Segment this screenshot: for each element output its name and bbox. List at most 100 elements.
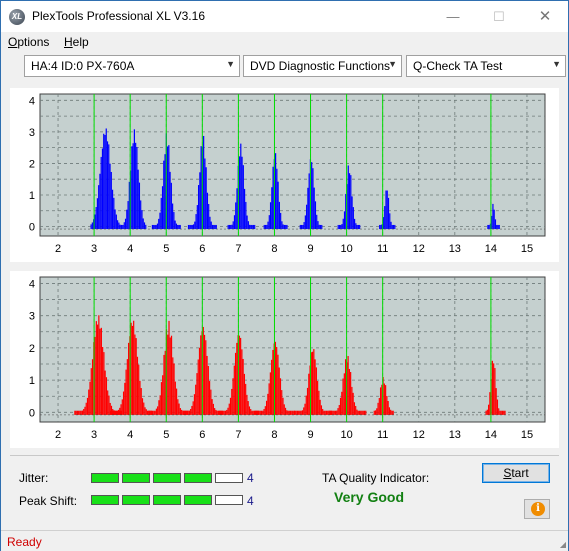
data-bar (91, 222, 93, 230)
x-tick-label: 8 (271, 243, 277, 255)
jitter-value: 4 (247, 471, 254, 485)
data-bar (387, 400, 389, 415)
data-bar (323, 410, 325, 415)
data-bar (231, 388, 233, 415)
data-bar (390, 221, 392, 230)
x-tick-label: 15 (521, 243, 533, 255)
data-bar (316, 214, 318, 230)
data-bar (257, 410, 259, 415)
data-bar (491, 215, 493, 230)
data-bar (153, 224, 155, 230)
data-bar (233, 365, 235, 415)
x-tick-label: 8 (271, 429, 277, 441)
data-bar (377, 402, 379, 415)
menu-help-label: elp (72, 35, 89, 49)
data-bar (91, 359, 94, 415)
data-bar (351, 196, 353, 230)
menu-help[interactable]: Help (64, 35, 89, 49)
function-select[interactable]: DVD Diagnostic Functions ▼ (243, 55, 402, 77)
y-tick-label: 1 (29, 190, 35, 202)
data-bar (300, 410, 302, 415)
data-bar (277, 181, 279, 230)
data-bar (314, 201, 317, 230)
data-bar (192, 224, 195, 230)
title-bar[interactable]: XL PlexTools Professional XL V3.16 ― ☐ ✕ (1, 1, 568, 32)
data-bar (341, 391, 343, 415)
data-bar (337, 408, 339, 415)
data-bar (141, 398, 144, 415)
drive-select[interactable]: HA:4 ID:0 PX-760A ▼ (24, 55, 240, 77)
data-bar (98, 185, 100, 230)
data-bar (105, 377, 108, 415)
data-bar (321, 224, 323, 230)
menu-options[interactable]: Options (8, 35, 49, 49)
data-bar (255, 410, 258, 415)
y-tick-label: 0 (29, 407, 35, 419)
data-bar (155, 408, 157, 415)
data-bar (189, 224, 191, 230)
data-bar (282, 224, 284, 230)
data-bar (117, 220, 119, 230)
test-select[interactable]: Q-Check TA Test ▼ (406, 55, 566, 77)
data-bar (254, 224, 256, 230)
menu-options-accel: O (8, 35, 18, 49)
peak-shift-label: Peak Shift: (19, 494, 78, 508)
data-bar (119, 407, 121, 415)
data-bar (258, 410, 260, 415)
data-bar (230, 224, 232, 230)
y-tick-label: 2 (29, 343, 35, 355)
data-bar (174, 381, 176, 415)
info-button[interactable]: i (524, 499, 550, 519)
data-bar (324, 410, 326, 415)
data-bar (254, 410, 256, 415)
data-bar (337, 224, 339, 230)
data-bar (286, 224, 288, 230)
data-bar (102, 347, 104, 415)
data-bar (295, 410, 297, 415)
minimize-button[interactable]: ― (446, 9, 460, 24)
data-bar (139, 380, 141, 415)
data-bar (194, 221, 196, 230)
data-bar (267, 393, 269, 415)
data-bar (264, 224, 267, 230)
data-bar (90, 224, 92, 230)
data-bar (348, 368, 350, 415)
chevron-down-icon: ▼ (226, 59, 235, 69)
start-button[interactable]: Start (482, 463, 550, 483)
data-bar (271, 187, 273, 230)
data-bar (266, 224, 268, 230)
data-bar (248, 406, 251, 415)
data-bar (493, 209, 495, 230)
data-bar (272, 349, 274, 415)
data-bar (118, 222, 120, 230)
data-bar (357, 410, 359, 415)
data-bar (279, 378, 282, 415)
data-bar (223, 410, 225, 415)
data-bar (166, 146, 169, 230)
data-bar (299, 224, 301, 230)
data-bar (301, 410, 304, 415)
data-bar (96, 198, 99, 230)
data-bar (108, 395, 110, 415)
data-bar (391, 224, 393, 230)
data-bar (228, 224, 231, 230)
data-bar (178, 224, 180, 230)
data-bar (100, 156, 102, 230)
data-bar (394, 224, 396, 230)
data-bar (303, 407, 305, 415)
resize-grip-icon[interactable]: ◢ (559, 540, 566, 549)
data-bar (360, 410, 362, 415)
data-bar (285, 224, 287, 230)
data-bar (242, 165, 244, 230)
close-button[interactable]: ✕ (538, 8, 552, 25)
data-bar (240, 143, 242, 230)
data-bar (294, 410, 296, 415)
data-bar (95, 321, 97, 415)
menu-options-label: ptions (17, 35, 50, 49)
data-bar (381, 384, 383, 415)
data-bar (107, 390, 109, 415)
jitter-chart-panel: 0 1 2 3 4 2 3 4 5 6 7 8 9 10 11 12 13 14 15 (10, 88, 559, 262)
data-bar (99, 173, 101, 230)
maximize-button[interactable]: ☐ (493, 9, 505, 24)
data-bar (142, 218, 144, 230)
